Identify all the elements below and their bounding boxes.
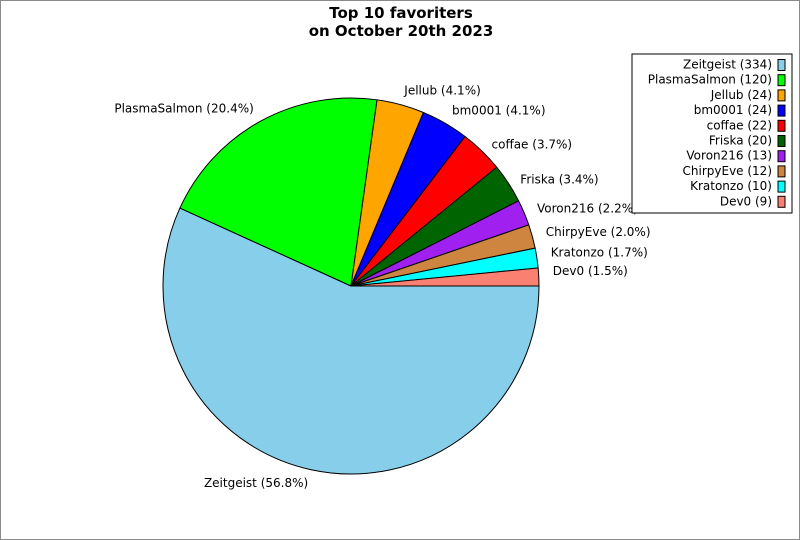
legend-swatch-chirpyeve (777, 165, 786, 178)
slice-label-jellub: Jellub (4.1%) (403, 84, 480, 98)
legend-swatch-plasmasalmon (777, 74, 786, 87)
legend-label-coffae: coffae (22) (707, 118, 772, 132)
slice-label-dev0: Dev0 (1.5%) (553, 264, 628, 278)
legend-label-voron216: Voron216 (13) (686, 149, 772, 163)
legend-label-plasmasalmon: PlasmaSalmon (120) (648, 73, 772, 87)
slice-label-plasmasalmon: PlasmaSalmon (20.4%) (114, 101, 253, 115)
legend-swatch-friska (777, 135, 786, 147)
pie-slice-dev0 (350, 267, 540, 287)
pie-slice-zeitgeist (162, 207, 540, 475)
legend-swatch-zeitgeist (777, 59, 786, 71)
legend-label-chirpyeve: ChirpyEve (12) (683, 164, 772, 178)
slice-label-voron216: Voron216 (2.2%) (537, 202, 638, 216)
legend-box (631, 53, 793, 214)
legend-swatch-dev0 (777, 195, 786, 208)
pie-slices (162, 97, 540, 475)
legend-label-kratonzo: Kratonzo (10) (690, 179, 772, 193)
legend-swatch-bm0001 (777, 104, 786, 117)
legend-swatch-coffae (777, 119, 786, 132)
legend-swatch-kratonzo (777, 180, 786, 193)
chart-title-line-2: on October 20th 2023 (309, 22, 494, 40)
slice-label-chirpyeve: ChirpyEve (2.0%) (546, 225, 651, 239)
slice-label-coffae: coffae (3.7%) (492, 137, 573, 151)
pie-slice-plasmasalmon (179, 97, 378, 287)
slice-label-friska: Friska (3.4%) (520, 172, 598, 186)
legend: Zeitgeist (334)PlasmaSalmon (120)Jellub … (631, 53, 793, 214)
chart-title-line-1: Top 10 favoriters (329, 4, 473, 22)
legend-swatch-jellub (777, 89, 786, 102)
legend-label-friska: Friska (20) (709, 134, 772, 148)
legend-swatch-voron216 (777, 150, 786, 163)
slice-label-kratonzo: Kratonzo (1.7%) (551, 245, 648, 259)
slice-label-zeitgeist: Zeitgeist (56.8%) (204, 476, 308, 490)
legend-label-dev0: Dev0 (9) (720, 194, 772, 208)
pie-slice-labels: Zeitgeist (56.8%) PlasmaSalmon (20.4%) Jel… (114, 84, 650, 490)
legend-label-zeitgeist: Zeitgeist (334) (683, 58, 772, 72)
slice-label-bm0001: bm0001 (4.1%) (452, 104, 546, 118)
legend-label-jellub: Jellub (24) (710, 88, 772, 102)
legend-label-bm0001: bm0001 (24) (694, 103, 772, 117)
